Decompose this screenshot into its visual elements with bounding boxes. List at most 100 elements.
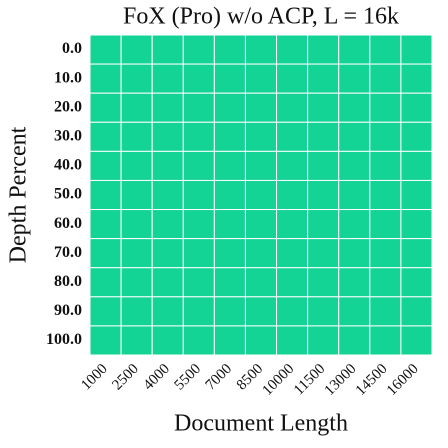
heatmap-cell	[151, 34, 184, 65]
heatmap-cell	[244, 34, 278, 65]
heatmap-cell	[400, 92, 433, 123]
heatmap-cell	[182, 63, 215, 94]
x-tick-label: 1000	[78, 361, 111, 394]
y-tick-label: 40.0	[54, 157, 82, 174]
heatmap-cell	[89, 92, 122, 123]
heatmap-cell	[213, 63, 246, 94]
heatmap-cell	[307, 92, 340, 123]
heatmap-cell	[276, 34, 309, 65]
heatmap-cell	[338, 121, 371, 152]
x-tick-label: 13000	[322, 361, 360, 399]
heatmap-cell	[338, 325, 371, 356]
heatmap-cell	[369, 325, 402, 356]
heatmap-cell	[276, 121, 309, 152]
heatmap-cell	[400, 325, 433, 356]
heatmap-cell	[120, 179, 153, 211]
heatmap-cell	[120, 121, 153, 152]
heatmap-cell	[213, 150, 246, 181]
heatmap-cell	[120, 209, 153, 240]
heatmap-cell	[369, 296, 402, 327]
heatmap-cell	[182, 209, 215, 240]
heatmap-cell	[369, 92, 402, 123]
y-axis-label: Depth Percent	[6, 126, 32, 263]
x-tick-label: 16000	[384, 361, 422, 399]
heatmap-cell	[89, 179, 122, 211]
heatmap-cell	[244, 179, 278, 211]
heatmap-cell	[307, 296, 340, 327]
heatmap-cell	[182, 34, 215, 65]
heatmap-cell	[400, 179, 433, 211]
heatmap-cell	[182, 92, 215, 123]
heatmap-cell	[120, 325, 153, 356]
heatmap-cell	[182, 267, 215, 298]
heatmap-cell	[182, 121, 215, 152]
heatmap-cell	[182, 179, 215, 211]
heatmap-cell	[338, 179, 371, 211]
heatmap-cell	[400, 238, 433, 269]
heatmap-cell	[276, 179, 309, 211]
heatmap-cell	[182, 296, 215, 327]
heatmap-cell	[89, 238, 122, 269]
heatmap-cell	[120, 63, 153, 94]
y-tick-label: 20.0	[54, 98, 82, 115]
y-tick-label: 90.0	[54, 302, 82, 319]
heatmap-cell	[89, 296, 122, 327]
heatmap-cell	[182, 325, 215, 356]
heatmap-cell	[338, 63, 371, 94]
heatmap-cell	[369, 238, 402, 269]
heatmap-cell	[276, 92, 309, 123]
heatmap-cell	[307, 121, 340, 152]
heatmap-cell	[89, 34, 122, 65]
heatmap-cell	[120, 296, 153, 327]
heatmap-cell	[89, 209, 122, 240]
heatmap-cell	[276, 238, 309, 269]
heatmap-cell	[338, 296, 371, 327]
y-tick-label: 70.0	[54, 244, 82, 261]
heatmap-cell	[276, 209, 309, 240]
heatmap-cell	[400, 34, 433, 65]
heatmap-cell	[369, 179, 402, 211]
heatmap-cell	[276, 150, 309, 181]
heatmap-cell	[151, 267, 184, 298]
heatmap-cell	[307, 150, 340, 181]
heatmap-cell	[307, 209, 340, 240]
y-tick-label: 10.0	[54, 69, 82, 86]
heatmap-cell	[244, 296, 278, 327]
heatmap-cell	[89, 63, 122, 94]
y-tick-label: 100.0	[46, 331, 82, 348]
chart-title: FoX (Pro) w/o ACP, L = 16k	[123, 4, 399, 30]
heatmap-cell	[213, 325, 246, 356]
heatmap-cell	[369, 267, 402, 298]
heatmap-cell	[151, 150, 184, 181]
heatmap-cell	[151, 121, 184, 152]
heatmap-cell	[338, 92, 371, 123]
y-tick-label: 80.0	[54, 273, 82, 290]
heatmap-cell	[213, 179, 246, 211]
x-tick-label: 10000	[260, 361, 298, 399]
heatmap-cell	[276, 296, 309, 327]
x-tick-label: 4000	[140, 361, 173, 394]
y-tick-label: 0.0	[62, 40, 82, 57]
y-tick-label: 60.0	[54, 215, 82, 232]
heatmap-cell	[151, 179, 184, 211]
heatmap-cell	[151, 63, 184, 94]
x-tick-label: 11500	[291, 361, 328, 398]
x-axis-label: Document Length	[174, 411, 348, 437]
heatmap-cell	[213, 209, 246, 240]
heatmap-cell	[307, 267, 340, 298]
heatmap-cell	[400, 63, 433, 94]
heatmap-cell	[338, 34, 371, 65]
heatmap-cell	[120, 238, 153, 269]
heatmap-cell	[338, 238, 371, 269]
x-tick-label: 5500	[172, 361, 205, 394]
heatmap-cell	[369, 34, 402, 65]
heatmap-cell	[244, 267, 278, 298]
heatmap-cell	[213, 34, 246, 65]
heatmap-cell	[213, 121, 246, 152]
heatmap-cell	[120, 267, 153, 298]
heatmap-cell	[182, 150, 215, 181]
heatmap-cell	[338, 209, 371, 240]
heatmap-cell	[151, 209, 184, 240]
heatmap-cell	[369, 63, 402, 94]
heatmap-cell	[213, 296, 246, 327]
